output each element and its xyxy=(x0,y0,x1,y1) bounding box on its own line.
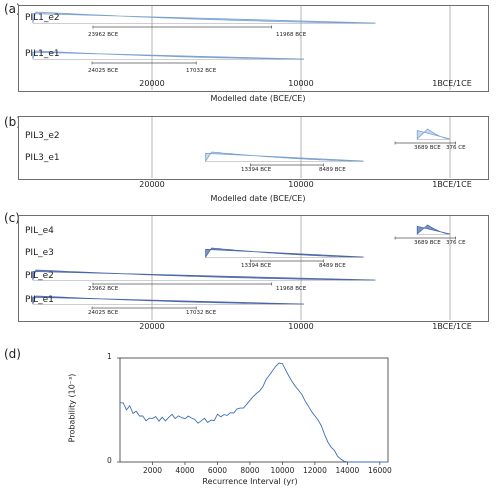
x-tick-d-10000: 10000 xyxy=(270,466,295,475)
range-start-pil1-e1: 24025 BCE xyxy=(88,68,119,74)
x-tick-b-10000: 10000 xyxy=(288,180,314,189)
series-label-pil3-e1: PIL3_e1 xyxy=(25,153,60,163)
x-tick-c-20000: 20000 xyxy=(139,322,165,331)
y-tick-d-1: 1 xyxy=(107,352,112,361)
series-label-pil-e1: PIL_e1 xyxy=(25,295,54,305)
distribution-PIL_e1 xyxy=(32,295,305,305)
x-tick-c-0: 1BCE/1CE xyxy=(432,322,472,331)
x-tick-c-10000: 10000 xyxy=(288,322,314,331)
x-tick-d-6000: 6000 xyxy=(207,466,227,475)
panel-letter-c: (c) xyxy=(4,211,20,225)
x-tick-d-2000: 2000 xyxy=(142,466,163,475)
range-start-pil1-e2: 23962 BCE xyxy=(88,32,119,38)
range-start-pil-e3: 13394 BCE xyxy=(241,263,272,269)
range-start-pil-e4: 3689 BCE xyxy=(414,240,441,246)
x-tick-b-20000: 20000 xyxy=(139,180,165,189)
series-label-pil1-e1: PIL1_e1 xyxy=(25,49,60,59)
x-tick-d-8000: 8000 xyxy=(240,466,260,475)
panel-letter-a: (a) xyxy=(4,2,21,16)
range-end-pil3-e1: 8489 BCE xyxy=(319,167,346,173)
y-tick-d-0: 0 xyxy=(107,456,112,465)
plot-frame-d xyxy=(119,357,389,463)
distribution-PIL_e4 xyxy=(416,224,451,235)
distribution-PIL1_e2 xyxy=(32,11,376,24)
panel-letter-b: (b) xyxy=(4,115,21,129)
range-start-pil3-e1: 13394 BCE xyxy=(241,167,272,173)
series-label-pil-e3: PIL_e3 xyxy=(25,248,54,258)
y-axis-label-d: Probability (10⁻³) xyxy=(67,373,77,443)
distribution-PIL3_e2 xyxy=(416,128,451,140)
range-end-pil-e4: 376 CE xyxy=(446,240,466,246)
x-tick-b-0: 1BCE/1CE xyxy=(432,180,472,189)
series-label-pil3-e2: PIL3_e2 xyxy=(25,131,60,141)
distribution-PIL3_e1 xyxy=(205,151,364,163)
range-end-pil-e3: 8489 BCE xyxy=(319,263,346,269)
range-start-pil-e2: 23962 BCE xyxy=(88,286,119,292)
x-tick-a-20000: 20000 xyxy=(139,79,165,88)
panel-c-frame xyxy=(18,215,489,322)
x-axis-label-b: Modelled date (BCE/CE) xyxy=(210,194,306,203)
series-label-pil-e4: PIL_e4 xyxy=(25,226,54,236)
range-end-pil-e1: 17032 BCE xyxy=(186,310,217,316)
recurrence-probability-line xyxy=(119,362,388,463)
range-end-pil3-e2: 376 CE xyxy=(446,145,466,151)
x-axis-label-d: Recurrence Interval (yr) xyxy=(202,477,298,486)
x-tick-d-16000: 16000 xyxy=(367,466,392,475)
x-tick-d-4000: 4000 xyxy=(175,466,195,475)
x-axis-label-a: Modelled date (BCE/CE) xyxy=(210,94,306,103)
distribution-PIL_e2 xyxy=(32,269,376,281)
panel-letter-d: (d) xyxy=(4,347,21,361)
x-tick-a-0: 1BCE/1CE xyxy=(432,79,472,88)
x-tick-d-12000: 12000 xyxy=(302,466,327,475)
panel-b-frame xyxy=(18,116,489,180)
distribution-PIL1_e1 xyxy=(32,50,305,60)
range-start-pil3-e2: 3689 BCE xyxy=(414,145,441,151)
series-label-pil-e2: PIL_e2 xyxy=(25,271,54,281)
range-end-pil-e2: 11968 BCE xyxy=(276,286,307,292)
range-start-pil-e1: 24025 BCE xyxy=(88,310,119,316)
x-tick-a-10000: 10000 xyxy=(288,79,314,88)
series-label-pil1-e2: PIL1_e2 xyxy=(25,13,60,23)
distribution-PIL_e3 xyxy=(205,247,364,259)
x-tick-d-14000: 14000 xyxy=(335,466,360,475)
range-end-pil1-e2: 11968 BCE xyxy=(276,32,307,38)
range-end-pil1-e1: 17032 BCE xyxy=(186,68,217,74)
